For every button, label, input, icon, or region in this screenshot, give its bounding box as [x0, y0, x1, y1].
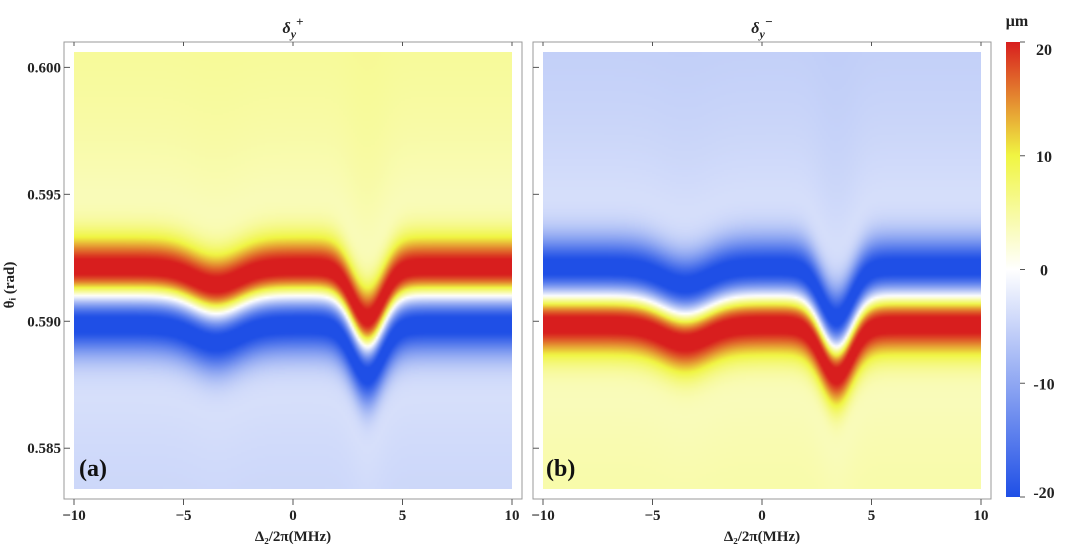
y-axis-title: θᵢ (rad) — [2, 262, 18, 309]
colorbar-unit: μm — [1006, 13, 1029, 30]
x-tick-label: 0 — [289, 508, 297, 524]
y-tick-label: 0.590 — [27, 314, 61, 330]
y-tick-label: 0.595 — [27, 187, 61, 203]
panel-b-title: δy− — [751, 14, 773, 41]
x-tick-label: −5 — [175, 508, 191, 524]
x-tick-label: −5 — [644, 508, 660, 524]
x-axis-title-a: Δ₂/2π(MHz) — [255, 529, 331, 545]
colorbar: μm 20 10 0 -10 -20 — [1006, 13, 1055, 502]
x-tick-label: 0 — [758, 508, 766, 524]
panel-a-y-axis: 0.585 0.590 0.595 0.600 — [27, 60, 70, 457]
panel-a: δy+ (a) −10 −5 0 5 10 0.585 0.590 0.595 0.600 — [27, 14, 523, 524]
x-tick-label: −10 — [62, 508, 86, 524]
x-tick-label: 10 — [974, 508, 989, 524]
x-tick-label: 5 — [399, 508, 407, 524]
y-tick-label: 0.585 — [27, 441, 61, 457]
panel-b-letter: (b) — [546, 456, 575, 482]
x-tick-label: −10 — [531, 508, 555, 524]
panel-a-letter: (a) — [79, 456, 107, 482]
panel-a-heatmap — [74, 52, 512, 489]
colorbar-ticks: 20 10 0 -10 -20 — [1020, 41, 1055, 502]
colorbar-tick-label: -10 — [1033, 376, 1054, 393]
panel-b-y-axis — [533, 66, 539, 449]
panel-a-heatmap-image — [74, 52, 512, 489]
x-tick-label: 5 — [868, 508, 876, 524]
x-tick-label: 10 — [505, 508, 520, 524]
colorbar-tick-label: -20 — [1033, 485, 1054, 502]
panel-b-heatmap-image — [543, 52, 981, 489]
colorbar-tick-label: 10 — [1036, 149, 1052, 166]
panel-b-heatmap — [543, 52, 981, 489]
panel-a-title: δy+ — [283, 14, 304, 41]
x-axis-title-b: Δ₂/2π(MHz) — [724, 529, 800, 545]
panel-b: δy− (b) −10 −5 0 5 10 — [531, 14, 992, 524]
panel-a-x-axis: −10 −5 0 5 10 — [62, 42, 520, 524]
panel-b-x-axis: −10 −5 0 5 10 — [531, 42, 989, 524]
y-tick-label: 0.600 — [27, 60, 61, 76]
colorbar-tick-label: 20 — [1036, 42, 1052, 59]
colorbar-gradient — [1006, 42, 1020, 497]
colorbar-tick-label: 0 — [1040, 263, 1048, 280]
